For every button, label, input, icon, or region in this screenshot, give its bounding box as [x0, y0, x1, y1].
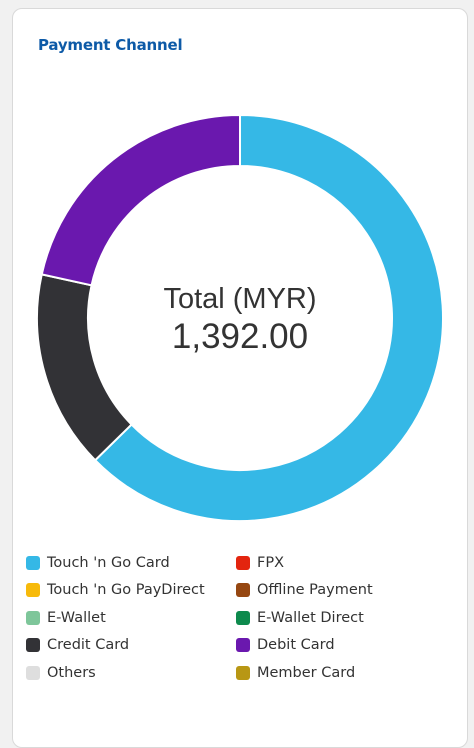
donut-slice-debit-card[interactable]: [40, 113, 241, 287]
legend-item-fpx[interactable]: FPX: [236, 553, 426, 572]
donut-slice-credit-card[interactable]: [36, 273, 133, 462]
center-total-title: Total (MYR): [163, 283, 316, 315]
legend-swatch: [26, 610, 40, 625]
card-title: Payment Channel: [38, 36, 183, 54]
legend-swatch: [26, 665, 40, 680]
legend-swatch: [236, 610, 250, 625]
payment-channel-donut-chart: Total (MYR) 1,392.00: [36, 113, 444, 522]
legend-item-others[interactable]: Others: [26, 663, 236, 682]
legend-swatch: [26, 555, 40, 570]
legend-item-debit-card[interactable]: Debit Card: [236, 636, 426, 655]
legend-label: E-Wallet Direct: [257, 609, 364, 626]
legend-label: Offline Payment: [257, 582, 373, 598]
legend-label: Touch 'n Go Card: [47, 554, 170, 571]
legend-item-e-wallet[interactable]: E-Wallet: [26, 608, 236, 627]
legend-item-credit-card[interactable]: Credit Card: [26, 636, 236, 655]
legend-swatch: [26, 583, 40, 597]
donut-slice-touch-n-go-card[interactable]: [93, 113, 444, 522]
legend-swatch: [236, 555, 250, 570]
legend-label: FPX: [257, 554, 285, 571]
legend-label: E-Wallet: [47, 609, 106, 626]
legend-swatch: [236, 665, 250, 680]
legend-item-touch-n-go-card[interactable]: Touch 'n Go Card: [26, 553, 236, 572]
legend-label: Credit Card: [47, 637, 130, 653]
legend-item-member-card[interactable]: Member Card: [236, 663, 426, 682]
legend-label: Others: [47, 664, 96, 681]
center-total-value: 1,392.00: [172, 317, 308, 356]
legend-swatch: [26, 638, 40, 652]
legend-item-touch-n-go-paydirect[interactable]: Touch 'n Go PayDirect: [26, 581, 236, 600]
legend-item-offline-payment[interactable]: Offline Payment: [236, 581, 426, 600]
legend-label: Member Card: [257, 664, 356, 681]
legend-item-e-wallet-direct[interactable]: E-Wallet Direct: [236, 608, 426, 627]
legend-label: Debit Card: [257, 637, 335, 653]
legend-swatch: [236, 638, 250, 652]
legend-label: Touch 'n Go PayDirect: [47, 582, 205, 598]
legend-swatch: [236, 583, 250, 597]
chart-legend: Touch 'n Go Card FPX Touch 'n Go PayDirect…: [26, 553, 426, 682]
